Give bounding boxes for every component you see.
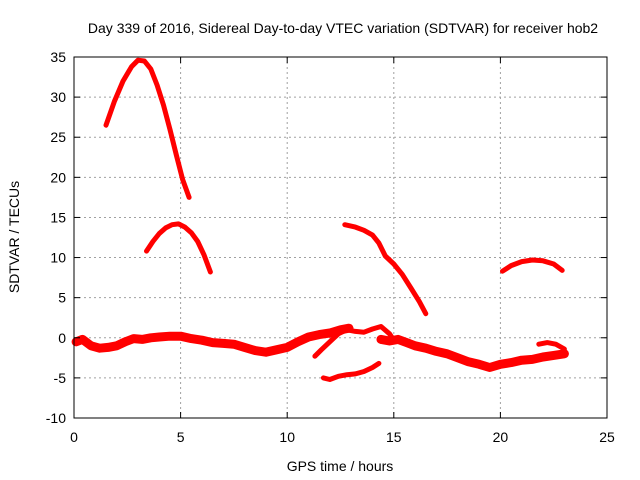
y-axis-label: SDTVAR / TECUs — [6, 181, 22, 293]
y-tick-label: 35 — [50, 49, 66, 65]
x-tick-label: 0 — [70, 429, 78, 445]
y-tick-label: -10 — [46, 410, 66, 426]
y-tick-label: 10 — [50, 250, 66, 266]
series-layer — [71, 57, 569, 382]
grid — [74, 57, 607, 418]
y-tick-label: 0 — [58, 330, 66, 346]
y-tick-label: 15 — [50, 209, 66, 225]
y-tick-label: -5 — [54, 370, 67, 386]
series-arc-3 — [342, 222, 429, 317]
y-tick-label: 5 — [58, 290, 66, 306]
ticks: -10 -5 0 5 10 15 20 25 30 35 0 5 10 15 20 25 — [46, 49, 615, 445]
series-arc-7 — [376, 334, 569, 372]
series-arc-4 — [500, 257, 565, 274]
y-tick-label: 20 — [50, 169, 66, 185]
series-arc-9 — [536, 340, 567, 352]
x-tick-label: 25 — [599, 429, 615, 445]
chart-title: Day 339 of 2016, Sidereal Day-to-day VTE… — [88, 20, 598, 36]
x-tick-label: 15 — [386, 429, 402, 445]
y-tick-label: 25 — [50, 129, 66, 145]
x-tick-label: 20 — [493, 429, 509, 445]
series-arc-6 — [312, 324, 397, 359]
series-arc-1 — [103, 57, 192, 200]
series-arc-5 — [71, 323, 354, 357]
series-arc-8 — [320, 360, 382, 382]
plot-frame — [73, 56, 608, 419]
x-axis-label: GPS time / hours — [287, 458, 394, 474]
y-tick-label: 30 — [50, 89, 66, 105]
series-arc-2 — [144, 221, 213, 275]
x-tick-label: 10 — [279, 429, 295, 445]
x-tick-label: 5 — [177, 429, 185, 445]
